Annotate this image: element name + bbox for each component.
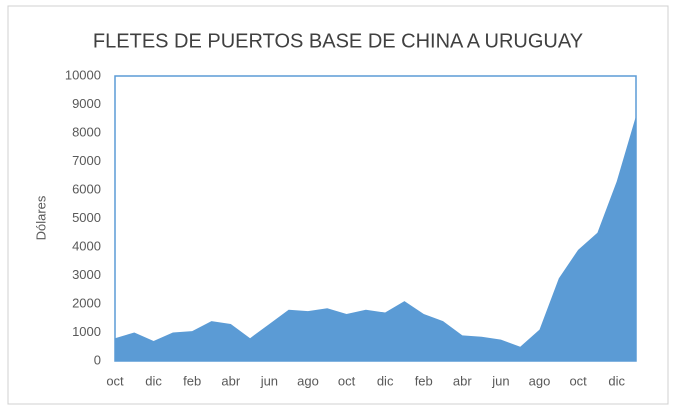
y-tick-label: 5000 [72, 210, 101, 225]
y-tick-label: 10000 [65, 67, 101, 82]
x-tick-label: jun [491, 373, 509, 388]
x-tick-label: dic [608, 373, 625, 388]
x-tick-label: dic [377, 373, 394, 388]
plot-frame [114, 75, 637, 362]
x-tick-label: dic [145, 373, 162, 388]
x-tick-label: feb [415, 373, 433, 388]
y-tick-label: 0 [94, 352, 101, 367]
x-tick-label: jun [260, 373, 278, 388]
y-axis-label: Dólares [33, 195, 48, 240]
area [115, 115, 636, 362]
x-tick-label: ago [529, 373, 551, 388]
y-tick-label: 9000 [72, 96, 101, 111]
y-tick-label: 6000 [72, 181, 101, 196]
x-tick-label: oct [106, 373, 124, 388]
y-tick-label: 3000 [72, 267, 101, 282]
x-tick-label: ago [297, 373, 319, 388]
x-tick-label: abr [453, 373, 472, 388]
y-tick-label: 7000 [72, 153, 101, 168]
x-tick-label: abr [221, 373, 240, 388]
x-tick-label: feb [183, 373, 201, 388]
y-tick-label: 2000 [72, 295, 101, 310]
y-tick-label: 4000 [72, 238, 101, 253]
x-tick-label: oct [569, 373, 587, 388]
x-tick-label: oct [338, 373, 356, 388]
y-tick-label: 1000 [72, 324, 101, 339]
chart-title: FLETES DE PUERTOS BASE DE CHINA A URUGUA… [93, 30, 583, 52]
y-tick-label: 8000 [72, 124, 101, 139]
